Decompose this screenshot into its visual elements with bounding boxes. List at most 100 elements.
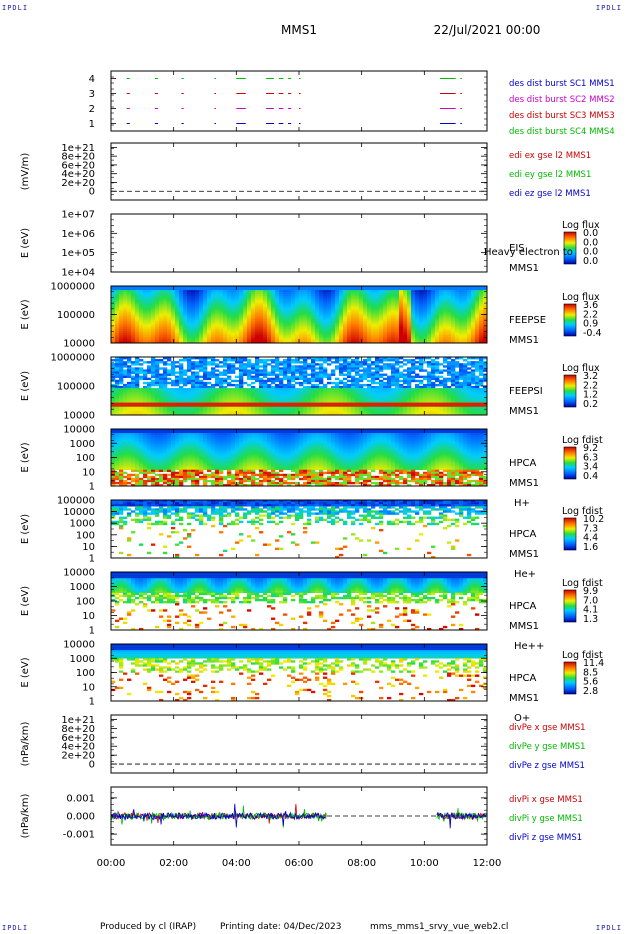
spectrogram-cell (211, 320, 216, 323)
spectrogram-cell (351, 298, 356, 301)
spectrogram-cell (387, 383, 392, 387)
spectrogram-cell (171, 394, 176, 397)
spectrogram-cell (483, 308, 488, 311)
spectrogram-cell (143, 334, 148, 338)
spectrogram-cell (435, 369, 440, 372)
spectrogram-cell (455, 386, 460, 389)
spectrogram-cell (115, 322, 120, 325)
spectrogram-cell (311, 396, 316, 399)
spectrogram-cell (371, 381, 376, 385)
spectrogram-cell (423, 338, 428, 342)
spectrogram-cell (315, 322, 320, 325)
spectrogram-cell (171, 404, 176, 408)
spectrogram-cell (339, 363, 344, 366)
spectrogram-cell (287, 363, 292, 366)
spectrogram-cell (351, 336, 356, 340)
spectrogram-cell (443, 365, 448, 368)
spectrogram-cell (395, 396, 400, 399)
spectrogram-cell (455, 290, 460, 293)
spectrogram-cell (371, 361, 376, 364)
spectrogram-cell (283, 314, 288, 317)
spectrogram-cell (371, 302, 376, 305)
spectrogram-cell (291, 334, 296, 338)
spectrogram-cell (207, 300, 212, 303)
spectrogram-cell (403, 398, 408, 401)
spectrogram-cell (223, 404, 228, 408)
spectrogram-cell (199, 392, 204, 395)
spectrogram-cell (475, 304, 480, 307)
spectrogram-cell (427, 390, 432, 393)
spectrogram-cell (231, 298, 236, 301)
spectrogram-cell (111, 412, 116, 416)
spectrogram-cell (295, 320, 300, 323)
spectrogram-cell (271, 390, 276, 393)
spectrogram-cell (239, 386, 244, 389)
spectrogram-cell (387, 357, 392, 360)
spectrogram-cell (155, 312, 160, 315)
spectrogram-cell (127, 361, 132, 364)
spectrogram-cell (219, 412, 224, 416)
spectrogram-cell (243, 300, 248, 303)
spectrogram-cell (303, 373, 308, 376)
spectrogram-cell (131, 322, 136, 325)
spectrogram-cell (143, 412, 148, 416)
spectrogram-cell (159, 308, 164, 311)
spectrogram-cell (419, 322, 424, 325)
spectrogram-cell (299, 298, 304, 301)
spectrogram-cell (283, 298, 288, 301)
spectrogram-cell (167, 392, 172, 395)
spectrogram-cell (459, 308, 464, 311)
spectrogram-cell (147, 332, 152, 336)
spectrogram-cell (155, 328, 160, 332)
spectrogram-cell (395, 302, 400, 305)
spectrogram-cell (295, 286, 300, 289)
spectrogram-cell (127, 330, 132, 334)
spectrogram-cell (239, 290, 244, 293)
spectrogram-cell (255, 406, 260, 410)
spectrogram-cell (291, 324, 296, 328)
spectrogram-cell (303, 312, 308, 315)
spectrogram-cell (443, 369, 448, 372)
spectrogram-cell (235, 392, 240, 395)
spectrogram-cell (427, 306, 432, 309)
spectrogram-cell (223, 304, 228, 307)
spectrogram-cell (275, 359, 280, 362)
spectrogram-cell (299, 294, 304, 297)
spectrogram-cell (347, 410, 352, 414)
spectrogram-cell (403, 334, 408, 338)
spectrogram-cell (323, 361, 328, 364)
spectrogram-cell (191, 290, 196, 293)
spectrogram-cell (435, 371, 440, 374)
spectrogram-cell (203, 340, 208, 344)
spectrogram-cell (135, 388, 140, 391)
spectrogram-cell (139, 320, 144, 323)
spectrogram-cell (447, 404, 452, 408)
spectrogram-cell (123, 392, 128, 395)
spectrogram-cell (135, 359, 140, 362)
spectrogram-cell (367, 316, 372, 319)
spectrogram-cell (391, 302, 396, 305)
spectrogram-cell (127, 314, 132, 317)
spectrogram-cell (355, 330, 360, 334)
spectrogram-cell (227, 294, 232, 297)
spectrogram-cell (435, 377, 440, 381)
spectrogram-cell (311, 386, 316, 389)
spectrogram-cell (215, 365, 220, 368)
spectrogram-cell (423, 377, 428, 381)
spectrogram-cell (323, 292, 328, 295)
spectrogram-cell (295, 332, 300, 336)
spectrogram-cell (435, 330, 440, 334)
spectrogram-cell (419, 367, 424, 370)
spectrogram-cell (323, 404, 328, 408)
spectrogram-cell (431, 330, 436, 334)
spectrogram-cell (307, 408, 312, 412)
spectrogram-cell (163, 400, 168, 403)
spectrogram-cell (327, 396, 332, 399)
spectrogram-cell (219, 292, 224, 295)
spectrogram-cell (287, 404, 292, 408)
spectrogram-cell (147, 404, 152, 408)
spectrogram-cell (375, 408, 380, 412)
spectrogram-cell (411, 302, 416, 305)
spectrogram-cell (155, 288, 160, 291)
spectrogram-cell (151, 365, 156, 368)
